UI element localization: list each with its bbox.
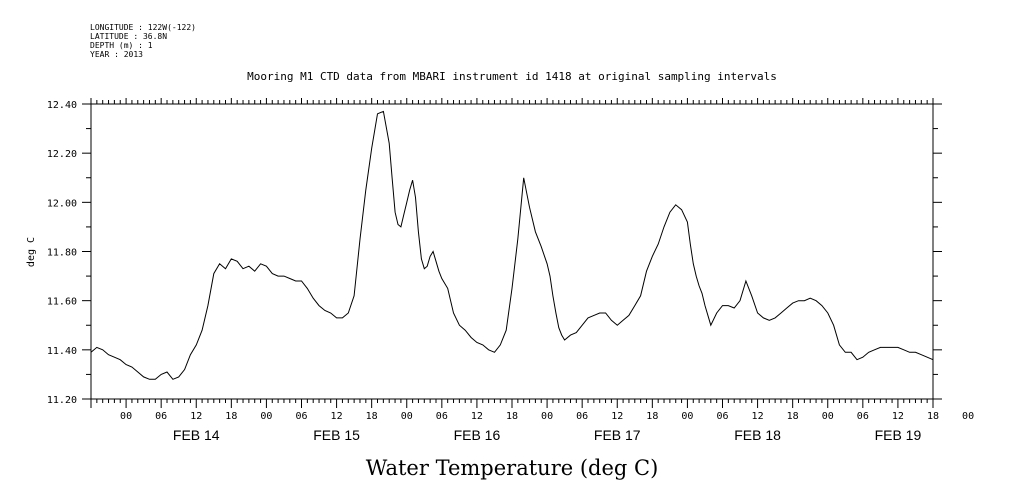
x-tick-label: 12 (190, 411, 202, 422)
y-tick-label: 12.00 (47, 198, 77, 209)
x-tick-label: 06 (295, 411, 307, 422)
x-tick-label: 12 (752, 411, 764, 422)
latitude-text: LATITUDE : 36.8N (90, 32, 167, 41)
x-tick-label: 18 (787, 411, 799, 422)
x-tick-label: 18 (366, 411, 378, 422)
y-tick-label: 12.40 (47, 100, 77, 111)
x-tick-label: 06 (436, 411, 448, 422)
y-tick-label: 12.20 (47, 149, 77, 160)
x-tick-label: 06 (716, 411, 728, 422)
x-tick-label: 18 (927, 411, 939, 422)
year-text: YEAR : 2013 (90, 50, 143, 59)
x-axis-label: Water Temperature (deg C) (366, 456, 659, 480)
plot-frame (90, 103, 934, 400)
y-axis: 11.20 11.40 11.60 11.80 12.00 12.20 12.40 (47, 100, 942, 406)
day-label: FEB 19 (875, 427, 922, 443)
series-line (90, 110, 934, 380)
x-tick-label: 06 (155, 411, 167, 422)
day-label: FEB 17 (594, 427, 641, 443)
y-tick-label: 11.60 (47, 297, 77, 308)
x-tick-label: 00 (681, 411, 693, 422)
y-tick-label: 11.20 (47, 395, 77, 406)
day-label: FEB 14 (173, 427, 220, 443)
day-label: FEB 18 (734, 427, 781, 443)
day-label: FEB 16 (454, 427, 501, 443)
x-axis: 00 06 12 18 00 06 12 18 00 06 12 18 00 06 12 18 00 06 12 18… (90, 98, 974, 422)
day-labels: FEB 14 FEB 15 FEB 16 FEB 17 FEB 18 FEB 19 (173, 427, 922, 443)
y-tick-label: 11.80 (47, 248, 77, 259)
x-tick-label: 00 (120, 411, 132, 422)
y-tick-label: 11.40 (47, 346, 77, 357)
x-tick-label: 06 (857, 411, 869, 422)
chart-title: Mooring M1 CTD data from MBARI instrumen… (247, 70, 777, 83)
x-tick-label: 18 (506, 411, 518, 422)
x-tick-label: 12 (471, 411, 483, 422)
x-tick-label: 12 (331, 411, 343, 422)
x-tick-label: 12 (892, 411, 904, 422)
x-tick-label: 18 (646, 411, 658, 422)
x-tick-label: 12 (611, 411, 623, 422)
x-tick-label: 06 (576, 411, 588, 422)
longitude-text: LONGITUDE : 122W(-122) (90, 23, 196, 32)
x-tick-label: 00 (541, 411, 553, 422)
metadata-block: LONGITUDE : 122W(-122) LATITUDE : 36.8N … (90, 23, 196, 59)
x-tick-label: 00 (822, 411, 834, 422)
x-tick-label: 18 (225, 411, 237, 422)
x-tick-label: 00 (401, 411, 413, 422)
x-tick-label: 00 (962, 411, 974, 422)
x-tick-label: 00 (260, 411, 272, 422)
y-axis-label: deg C (26, 237, 37, 267)
depth-text: DEPTH (m) : 1 (90, 41, 153, 50)
day-label: FEB 15 (313, 427, 360, 443)
